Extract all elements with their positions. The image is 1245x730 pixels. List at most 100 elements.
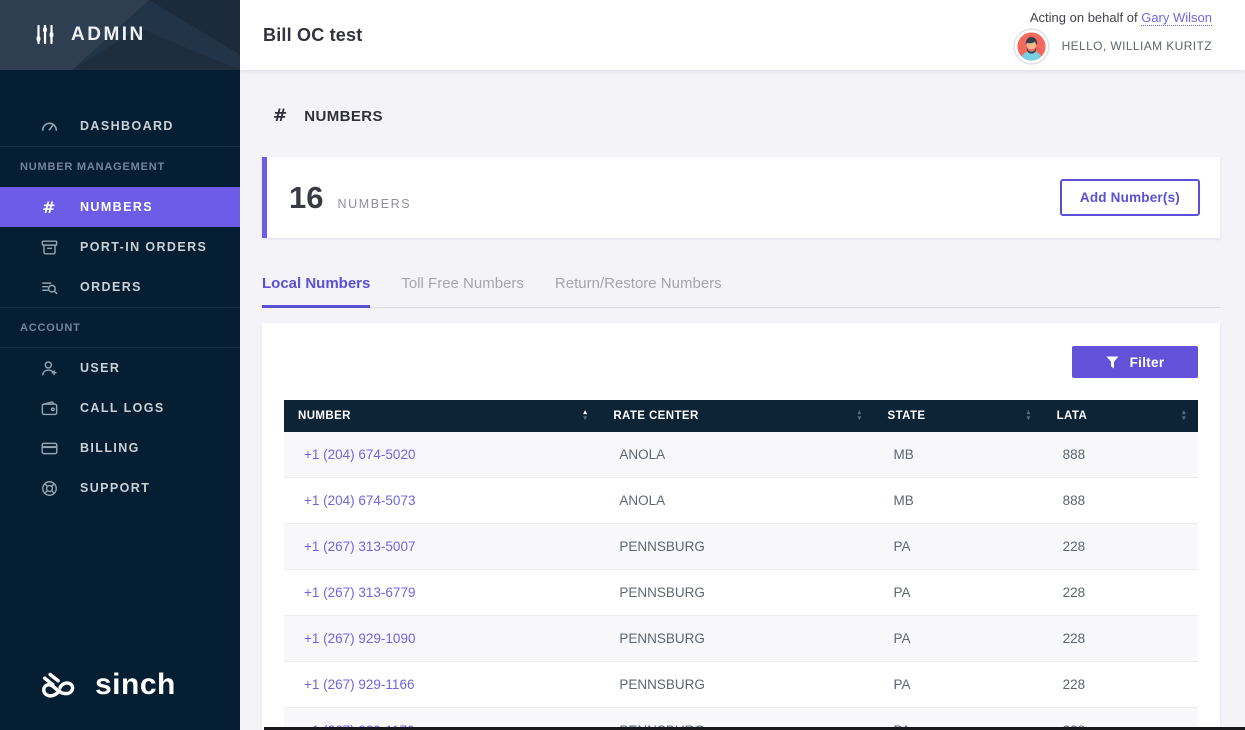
rate-center-cell: PENNSBURG [599,707,874,730]
list-search-icon [40,278,59,297]
sidebar-item-dashboard[interactable]: DASHBOARD [0,106,240,146]
sidebar-nav: DASHBOARD NUMBER MANAGEMENT # NUMBERS PO… [0,70,240,508]
table-row: +1 (204) 674-5073 ANOLA MB 888 [284,477,1198,524]
gauge-icon [40,117,59,136]
acting-on-behalf: Acting on behalf of Gary Wilson [1029,9,1212,26]
phone-number-link[interactable]: +1 (267) 929-1090 [304,631,416,646]
user-area: Acting on behalf of Gary Wilson [1012,6,1212,65]
sidebar-item-label: SUPPORT [80,481,151,495]
sort-icon: ▴ ▾ [1026,409,1031,422]
sinch-logo-mark-icon [36,667,86,702]
sidebar-item-label: DASHBOARD [80,119,174,133]
column-label: STATE [887,410,926,422]
credit-card-icon [40,439,59,458]
account-title: Bill OC test [263,24,363,45]
sidebar-item-orders[interactable]: ORDERS [0,267,240,307]
wallet-icon [40,399,59,418]
sidebar-item-call-logs[interactable]: CALL LOGS [0,388,240,428]
tab-toll-free-numbers[interactable]: Toll Free Numbers [401,275,524,292]
sidebar-item-label: ORDERS [80,280,142,294]
filter-row: Filter [284,346,1198,378]
hash-icon: # [42,197,57,217]
main-area: Bill OC test Acting on behalf of Gary Wi… [240,0,1245,730]
tab-local-numbers[interactable]: Local Numbers [262,275,371,308]
lata-cell: 888 [1042,477,1198,524]
sidebar-item-label: USER [80,361,121,375]
sort-icon: ▴ ▾ [583,409,588,422]
acting-prefix: Acting on behalf of [1029,9,1138,25]
state-cell: PA [873,615,1043,662]
numbers-table: NUMBER ▴ ▾ RATE CENTER ▴ ▾ STATE ▴ ▾ [284,400,1198,730]
phone-number-link[interactable]: +1 (204) 674-5073 [304,493,416,508]
life-buoy-icon [40,479,59,498]
rate-center-cell: PENNSBURG [599,615,874,662]
avatar[interactable] [1012,27,1050,65]
table-row: +1 (267) 313-6779 PENNSBURG PA 228 [284,569,1198,616]
filter-button[interactable]: Filter [1072,346,1198,378]
numbers-count: 16 [289,179,324,215]
table-row: +1 (267) 929-1166 PENNSBURG PA 228 [284,661,1198,708]
sort-icon: ▴ ▾ [1182,409,1186,422]
phone-number-link[interactable]: +1 (267) 929-1166 [304,677,415,692]
filter-button-label: Filter [1129,354,1165,370]
numbers-count-label: NUMBERS [337,196,412,211]
brand-name: ADMIN [71,24,146,45]
state-cell: PA [873,661,1043,708]
state-cell: PA [873,523,1043,570]
lata-cell: 228 [1042,615,1198,662]
column-label: LATA [1056,410,1088,422]
column-label: RATE CENTER [613,410,699,422]
user-menu[interactable]: HELLO, WILLIAM KURITZ [1012,27,1212,65]
add-numbers-button[interactable]: Add Number(s) [1059,179,1200,216]
sidebar-item-label: NUMBERS [80,200,153,214]
sinch-logo: sinch [36,667,176,702]
sidebar-item-billing[interactable]: BILLING [0,428,240,468]
sliders-logo-icon [34,24,56,46]
tab-return-restore-numbers[interactable]: Return/Restore Numbers [554,275,722,292]
sidebar-item-port-in-orders[interactable]: PORT-IN ORDERS [0,227,240,267]
column-header-rate-center[interactable]: RATE CENTER ▴ ▾ [599,400,874,432]
phone-number-link[interactable]: +1 (267) 313-5007 [304,539,416,554]
numbers-count-card: 16 NUMBERS Add Number(s) [262,157,1220,238]
funnel-icon [1106,355,1119,369]
state-cell: PA [873,569,1043,616]
sidebar-item-user[interactable]: USER [0,348,240,388]
sidebar-item-label: BILLING [80,441,140,455]
top-header: Bill OC test Acting on behalf of Gary Wi… [240,0,1245,70]
sidebar-item-label: CALL LOGS [80,401,165,415]
rate-center-cell: PENNSBURG [599,661,874,708]
phone-number-link[interactable]: +1 (204) 674-5020 [304,447,416,462]
hash-icon: # [273,106,288,126]
sidebar: ADMIN DASHBOARD NUMBER MANAGEMENT # NUMB… [0,0,240,730]
table-row: +1 (267) 929-1090 PENNSBURG PA 228 [284,615,1198,662]
lata-cell: 228 [1042,707,1198,730]
table-row: +1 (204) 674-5020 ANOLA MB 888 [284,432,1198,478]
column-header-number[interactable]: NUMBER ▴ ▾ [284,400,600,432]
column-header-lata[interactable]: LATA ▴ ▾ [1042,400,1198,432]
lata-cell: 228 [1042,661,1198,708]
sort-icon: ▴ ▾ [857,409,862,422]
column-header-state[interactable]: STATE ▴ ▾ [873,400,1043,432]
table-header-row: NUMBER ▴ ▾ RATE CENTER ▴ ▾ STATE ▴ ▾ [284,400,1198,432]
table-row: +1 (267) 929-1170 PENNSBURG PA 228 [284,707,1198,730]
rate-center-cell: ANOLA [599,477,874,524]
sidebar-item-label: PORT-IN ORDERS [80,240,208,254]
lata-cell: 228 [1042,523,1198,570]
greeting-text: HELLO, WILLIAM KURITZ [1061,39,1212,53]
sidebar-section-account: ACCOUNT [0,307,240,348]
lata-cell: 228 [1042,569,1198,616]
number-type-tabs: Local Numbers Toll Free Numbers Return/R… [262,275,1220,308]
state-cell: MB [873,477,1043,524]
phone-number-link[interactable]: +1 (267) 313-6779 [304,585,416,600]
sidebar-item-numbers[interactable]: # NUMBERS [0,187,240,227]
window-bottom-edge [264,727,1245,730]
lata-cell: 888 [1042,432,1198,478]
column-label: NUMBER [298,410,351,422]
acting-user-link[interactable]: Gary Wilson [1141,9,1212,26]
sidebar-brand[interactable]: ADMIN [0,0,240,70]
rate-center-cell: ANOLA [599,432,874,478]
sidebar-item-support[interactable]: SUPPORT [0,468,240,508]
phone-number-link[interactable]: +1 (267) 929-1170 [304,723,414,730]
user-plus-icon [40,359,59,378]
